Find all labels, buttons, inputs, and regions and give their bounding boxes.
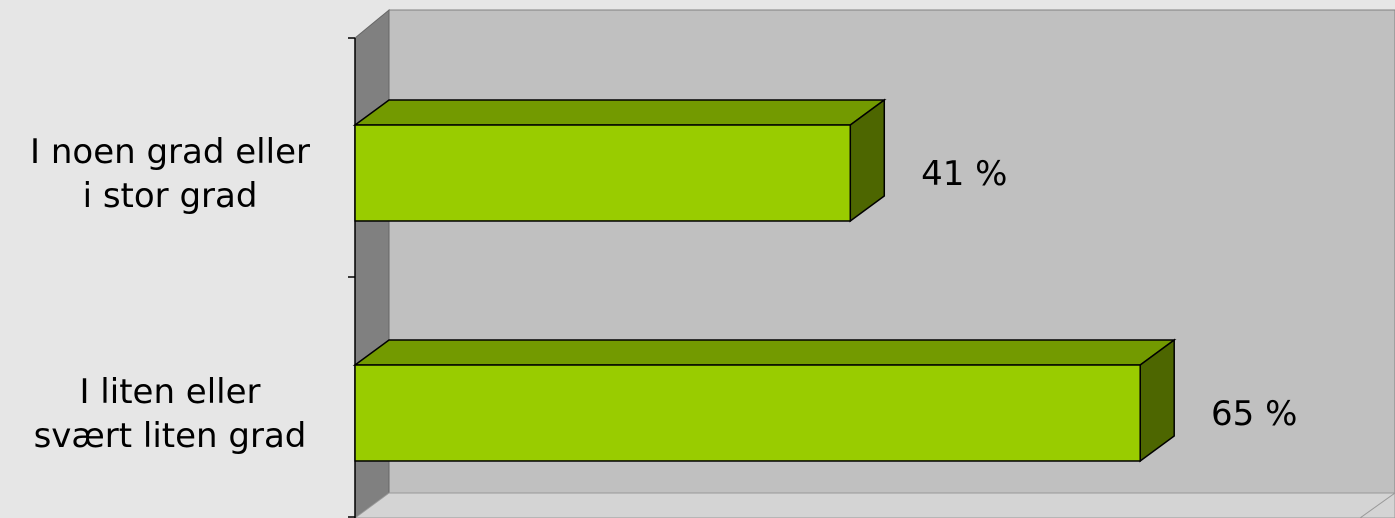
bar-top-face	[352, 99, 887, 126]
category-label: svært liten grad	[34, 416, 307, 456]
data-label: 65 %	[1211, 394, 1297, 434]
category-label: I liten eller	[79, 372, 260, 412]
category-label: I noen grad eller	[30, 132, 310, 172]
data-label: 41 %	[921, 154, 1007, 194]
chart-floor	[354, 492, 1395, 518]
bar	[354, 364, 1141, 462]
category-label: i stor grad	[83, 176, 258, 216]
bar	[354, 124, 852, 222]
bar-top-face	[352, 339, 1177, 366]
floor-diagonal	[1359, 492, 1395, 518]
